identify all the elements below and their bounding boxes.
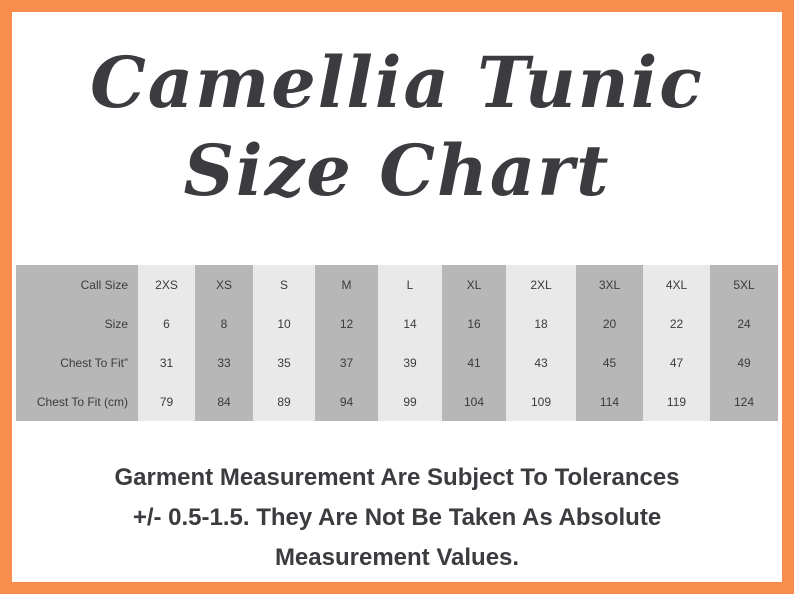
table-cell: XS [195, 265, 253, 304]
table-cell: 4XL [643, 265, 710, 304]
table-cell: 94 [315, 382, 378, 421]
table-cell: 43 [506, 343, 576, 382]
table-cell: 5XL [710, 265, 778, 304]
table-cell: 114 [576, 382, 643, 421]
table-cell: 49 [710, 343, 778, 382]
note-line-1: Garment Measurement Are Subject To Toler… [114, 464, 680, 491]
table-cell: 24 [710, 304, 778, 343]
table-cell: 22 [643, 304, 710, 343]
table-cell: 18 [506, 304, 576, 343]
row-label: Chest To Fit” [16, 343, 138, 382]
note-line-2: +/- 0.5-1.5. They Are Not Be Taken As Ab… [132, 504, 662, 531]
table-cell: 84 [195, 382, 253, 421]
title-line-1: Camellia Tunic [90, 41, 704, 124]
table-cell: 79 [138, 382, 195, 421]
table-cell: 119 [643, 382, 710, 421]
table-row: Size 6 8 10 12 14 16 18 20 22 24 [16, 304, 778, 343]
table-cell: 45 [576, 343, 643, 382]
table-cell: M [315, 265, 378, 304]
table-cell: 2XS [138, 265, 195, 304]
table-row: Chest To Fit” 31 33 35 37 39 41 43 45 47 49 [16, 343, 778, 382]
table-cell: 35 [253, 343, 315, 382]
tolerance-note: Garment Measurement Are Subject To Toler… [12, 458, 782, 578]
note-line-3: Measurement Values. [274, 544, 520, 571]
table-cell: 104 [442, 382, 506, 421]
table-cell: 109 [506, 382, 576, 421]
table-cell: 33 [195, 343, 253, 382]
table-cell: 2XL [506, 265, 576, 304]
table-cell: 10 [253, 304, 315, 343]
row-label: Size [16, 304, 138, 343]
row-label: Chest To Fit (cm) [16, 382, 138, 421]
table-cell: 12 [315, 304, 378, 343]
table-cell: 3XL [576, 265, 643, 304]
table-cell: 31 [138, 343, 195, 382]
table-cell: 6 [138, 304, 195, 343]
title-line-2: Size Chart [183, 129, 611, 212]
table-cell: 37 [315, 343, 378, 382]
table-cell: S [253, 265, 315, 304]
table-cell: 89 [253, 382, 315, 421]
table-cell: 20 [576, 304, 643, 343]
table-row: Chest To Fit (cm) 79 84 89 94 99 104 109 114 119 1… [16, 382, 778, 421]
table-cell: 8 [195, 304, 253, 343]
table-cell: 14 [378, 304, 442, 343]
table-cell: 16 [442, 304, 506, 343]
table-cell: L [378, 265, 442, 304]
table-cell: 124 [710, 382, 778, 421]
row-label: Call Size [16, 265, 138, 304]
size-chart-table: Call Size 2XS XS S M L XL 2XL 3XL 4XL 5XL Size 6 8 10 1… [16, 265, 778, 421]
table-cell: 41 [442, 343, 506, 382]
table-cell: 39 [378, 343, 442, 382]
table-cell: 99 [378, 382, 442, 421]
table-cell: 47 [643, 343, 710, 382]
table-row: Call Size 2XS XS S M L XL 2XL 3XL 4XL 5XL [16, 265, 778, 304]
table-cell: XL [442, 265, 506, 304]
